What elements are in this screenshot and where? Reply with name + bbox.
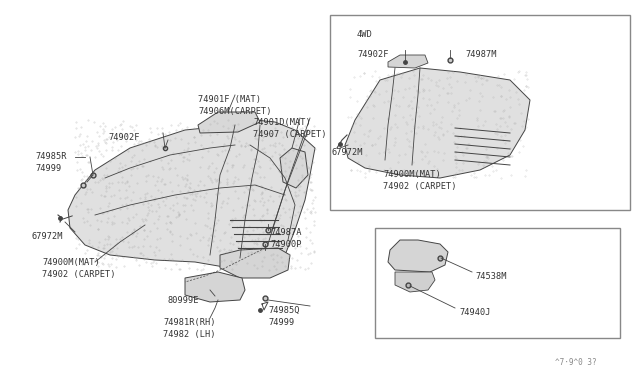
Text: 74902 (CARPET): 74902 (CARPET) (42, 270, 115, 279)
Text: ^7·9^0 3?: ^7·9^0 3? (555, 358, 596, 367)
Text: 74900P: 74900P (270, 240, 301, 249)
Polygon shape (198, 112, 260, 133)
Text: 80999E: 80999E (168, 296, 200, 305)
Text: 74999: 74999 (35, 164, 61, 173)
Text: 74987M: 74987M (465, 50, 497, 59)
Text: 74538M: 74538M (475, 272, 506, 281)
Polygon shape (280, 148, 308, 188)
Polygon shape (220, 248, 290, 278)
Text: 74985R: 74985R (35, 152, 67, 161)
Text: 74901D(MAT): 74901D(MAT) (253, 118, 311, 127)
Polygon shape (68, 120, 315, 270)
Bar (375, 228, 620, 338)
Polygon shape (345, 68, 530, 178)
Text: 74981R(RH): 74981R(RH) (163, 318, 216, 327)
Text: 74906M(CARPET): 74906M(CARPET) (198, 107, 271, 116)
Text: 74900M(MAT): 74900M(MAT) (383, 170, 441, 179)
Text: 67972M: 67972M (32, 232, 63, 241)
Polygon shape (388, 240, 448, 272)
Bar (330, 15, 630, 210)
Text: 74982 (LH): 74982 (LH) (163, 330, 216, 339)
Text: 74987A: 74987A (270, 228, 301, 237)
Text: 4WD: 4WD (357, 30, 372, 39)
Text: 74940J: 74940J (459, 308, 490, 317)
Text: 74900M(MAT): 74900M(MAT) (42, 258, 100, 267)
Text: 74902F: 74902F (108, 133, 140, 142)
Polygon shape (388, 55, 428, 68)
Text: 74907 (CARPET): 74907 (CARPET) (253, 130, 326, 139)
Text: 74901F (MAT): 74901F (MAT) (198, 95, 261, 104)
Text: 74902F: 74902F (357, 50, 388, 59)
Text: 74902 (CARPET): 74902 (CARPET) (383, 182, 456, 191)
Text: 74999: 74999 (268, 318, 294, 327)
Text: 67972M: 67972M (332, 148, 364, 157)
Text: 74985Q: 74985Q (268, 306, 300, 315)
Polygon shape (185, 272, 245, 302)
Polygon shape (395, 272, 435, 292)
